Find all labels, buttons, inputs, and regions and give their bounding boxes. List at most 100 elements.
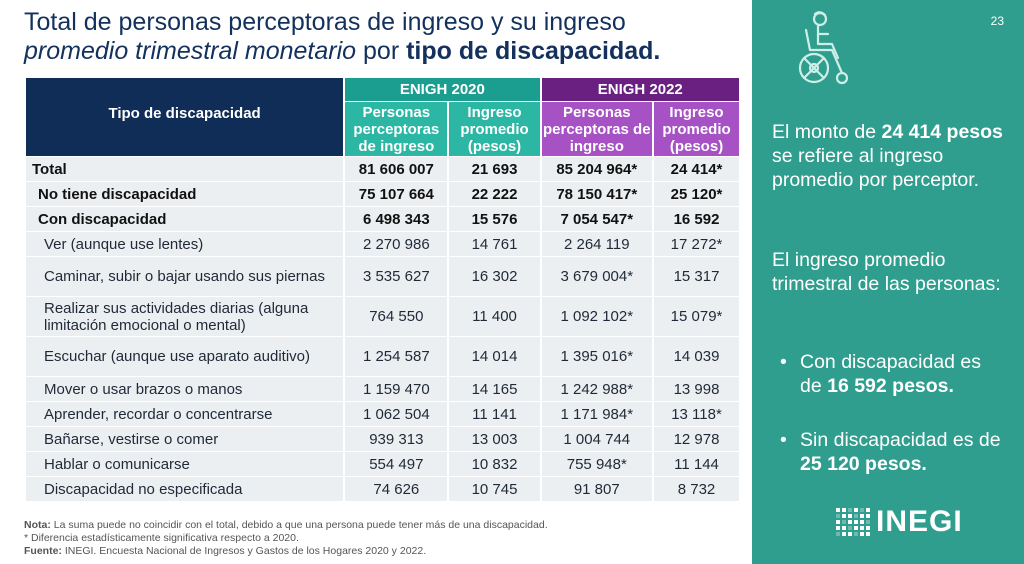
cell-personas-2022: 1 092 102* xyxy=(541,297,653,336)
header-personas-2020: Personas perceptoras de ingreso xyxy=(345,102,448,156)
cell-personas-2020: 1 062 504 xyxy=(345,402,448,426)
cell-ingreso-2020: 21 693 xyxy=(449,157,540,181)
cell-ingreso-2022: 25 120* xyxy=(654,182,739,206)
row-label: No tiene discapacidad xyxy=(26,182,344,206)
note-line: Nota: La suma puede no coincidir con el … xyxy=(24,519,548,532)
table-row: No tiene discapacidad 75 107 664 22 222 … xyxy=(26,182,739,206)
cell-personas-2020: 75 107 664 xyxy=(345,182,448,206)
cell-personas-2022: 1 004 744 xyxy=(541,427,653,451)
inegi-logo: INEGI xyxy=(836,505,963,539)
cell-personas-2020: 6 498 343 xyxy=(345,207,448,231)
bullet2-text: Sin discapacidad es de xyxy=(800,429,1001,451)
cell-personas-2020: 764 550 xyxy=(345,297,448,336)
header-enigh-2020: ENIGH 2020 xyxy=(345,78,540,101)
cell-ingreso-2022: 13 118* xyxy=(654,402,739,426)
row-label: Hablar o comunicarse xyxy=(26,452,344,476)
row-label: Realizar sus actividades diarias (alguna… xyxy=(26,297,344,336)
row-label: Total xyxy=(26,157,344,181)
cell-personas-2022: 1 242 988* xyxy=(541,377,653,401)
title-line-1: Total de personas perceptoras de ingreso… xyxy=(24,8,626,36)
cell-ingreso-2022: 11 144 xyxy=(654,452,739,476)
note-text: La suma puede no coincidir con el total,… xyxy=(50,519,548,531)
inegi-logo-text: INEGI xyxy=(876,505,963,538)
bullet-sin-discapacidad: Sin discapacidad es de 25 120 pesos. xyxy=(776,428,1006,476)
cell-ingreso-2022: 12 978 xyxy=(654,427,739,451)
cell-ingreso-2020: 11 400 xyxy=(449,297,540,336)
footnotes: Nota: La suma puede no coincidir con el … xyxy=(24,519,548,558)
cell-ingreso-2022: 13 998 xyxy=(654,377,739,401)
header-tipo-discapacidad: Tipo de discapacidad xyxy=(26,78,344,156)
cell-personas-2022: 3 679 004* xyxy=(541,257,653,296)
cell-personas-2020: 939 313 xyxy=(345,427,448,451)
header-enigh-2022: ENIGH 2022 xyxy=(541,78,739,101)
cell-personas-2022: 85 204 964* xyxy=(541,157,653,181)
cell-ingreso-2022: 14 039 xyxy=(654,337,739,376)
cell-ingreso-2020: 16 302 xyxy=(449,257,540,296)
cell-personas-2022: 2 264 119 xyxy=(541,232,653,256)
cell-ingreso-2020: 11 141 xyxy=(449,402,540,426)
cell-ingreso-2022: 24 414* xyxy=(654,157,739,181)
table-row: Bañarse, vestirse o comer 939 313 13 003… xyxy=(26,427,739,451)
row-label: Mover o usar brazos o manos xyxy=(26,377,344,401)
note-label: Nota: xyxy=(24,519,51,531)
bullet1-text: Con discapacidad es de xyxy=(800,351,982,397)
header-personas-2022: Personas perceptoras de ingreso xyxy=(541,102,653,156)
title-line-2: promedio trimestral monetario por tipo d… xyxy=(24,37,724,66)
cell-personas-2022: 91 807 xyxy=(541,477,653,501)
row-label: Discapacidad no especificada xyxy=(26,477,344,501)
table-row: Total 81 606 007 21 693 85 204 964* 24 4… xyxy=(26,157,739,181)
wheelchair-icon xyxy=(798,11,849,85)
cell-personas-2020: 2 270 986 xyxy=(345,232,448,256)
header-ingreso-2020: Ingreso promedio (pesos) xyxy=(449,102,540,156)
summary-paragraph-2: El ingreso promedio trimestral de las pe… xyxy=(772,249,1001,295)
slide-number: 23 xyxy=(990,14,1004,28)
cell-ingreso-2020: 14 165 xyxy=(449,377,540,401)
row-label: Caminar, subir o bajar usando sus pierna… xyxy=(26,257,344,296)
summary-panel: 23 El monto de 24 414 pesos se refiere a… xyxy=(752,0,1024,564)
row-label: Aprender, recordar o concentrarse xyxy=(26,402,344,426)
title-italic: promedio trimestral monetario xyxy=(24,37,357,65)
bullet2-amount: 25 120 pesos. xyxy=(800,453,927,475)
p1-bold-amount: 24 414 pesos xyxy=(881,121,1003,143)
cell-personas-2022: 7 054 547* xyxy=(541,207,653,231)
bullet1-amount: 16 592 pesos. xyxy=(827,375,954,397)
cell-ingreso-2020: 22 222 xyxy=(449,182,540,206)
source-text: INEGI. Encuesta Nacional de Ingresos y G… xyxy=(61,545,427,557)
cell-personas-2020: 1 254 587 xyxy=(345,337,448,376)
row-label: Bañarse, vestirse o comer xyxy=(26,427,344,451)
header-ingreso-2022: Ingreso promedio (pesos) xyxy=(654,102,739,156)
cell-ingreso-2020: 15 576 xyxy=(449,207,540,231)
table-row: Con discapacidad 6 498 343 15 576 7 054 … xyxy=(26,207,739,231)
source-label: Fuente: xyxy=(24,545,62,557)
cell-ingreso-2022: 17 272* xyxy=(654,232,739,256)
cell-personas-2022: 1 395 016* xyxy=(541,337,653,376)
cell-ingreso-2022: 15 317 xyxy=(654,257,739,296)
cell-ingreso-2022: 16 592 xyxy=(654,207,739,231)
title-bold: tipo de discapacidad. xyxy=(406,37,661,65)
cell-personas-2022: 1 171 984* xyxy=(541,402,653,426)
asterisk-note: * Diferencia estadísticamente significat… xyxy=(24,532,299,544)
cell-ingreso-2022: 8 732 xyxy=(654,477,739,501)
cell-ingreso-2020: 10 745 xyxy=(449,477,540,501)
table-row: Ver (aunque use lentes) 2 270 986 14 761… xyxy=(26,232,739,256)
cell-personas-2020: 3 535 627 xyxy=(345,257,448,296)
table-row: Caminar, subir o bajar usando sus pierna… xyxy=(26,257,739,296)
cell-ingreso-2020: 10 832 xyxy=(449,452,540,476)
table-row: Realizar sus actividades diarias (alguna… xyxy=(26,297,739,336)
summary-paragraph-1: El monto de 24 414 pesos se refiere al i… xyxy=(772,120,1012,192)
cell-personas-2020: 1 159 470 xyxy=(345,377,448,401)
slide-title: Total de personas perceptoras de ingreso… xyxy=(24,8,724,66)
cell-ingreso-2020: 14 014 xyxy=(449,337,540,376)
row-label: Escuchar (aunque use aparato auditivo) xyxy=(26,337,344,376)
inegi-logo-dots xyxy=(836,508,870,536)
title-mid: por xyxy=(356,37,407,65)
cell-personas-2020: 74 626 xyxy=(345,477,448,501)
cell-personas-2020: 81 606 007 xyxy=(345,157,448,181)
bullet-con-discapacidad: Con discapacidad es de 16 592 pesos. xyxy=(776,350,1006,398)
p1-text-c: se refiere al ingreso promedio por perce… xyxy=(772,145,980,191)
table-row: Discapacidad no especificada 74 626 10 7… xyxy=(26,477,739,501)
table-row: Aprender, recordar o concentrarse 1 062 … xyxy=(26,402,739,426)
p1-text-a: El monto de xyxy=(772,121,882,143)
cell-ingreso-2020: 14 761 xyxy=(449,232,540,256)
table-row: Hablar o comunicarse 554 497 10 832 755 … xyxy=(26,452,739,476)
